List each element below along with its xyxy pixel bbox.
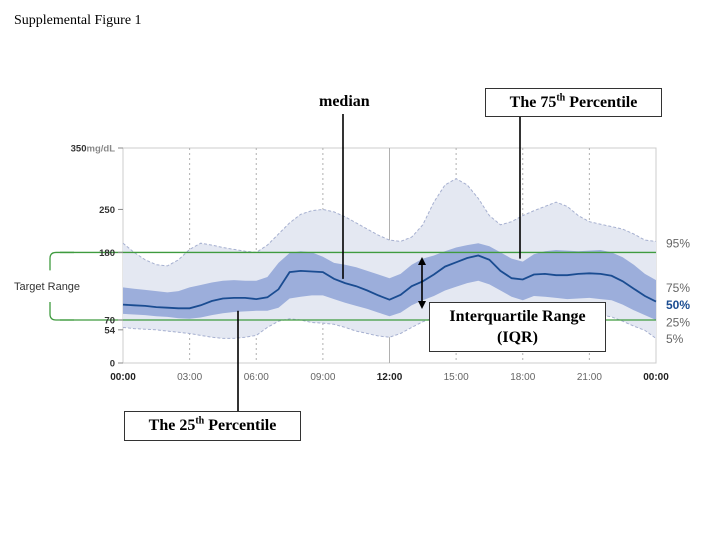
x-tick-label: 15:00	[444, 372, 469, 383]
y-tick-label: 54	[104, 325, 115, 336]
p75-callout: The 75th Percentile	[485, 88, 662, 117]
p75-rest: Percentile	[565, 94, 638, 111]
percentile-label: 50%	[666, 298, 690, 312]
band-25-75	[123, 243, 656, 320]
x-tick-label: 21:00	[577, 372, 602, 383]
iqr-line1: Interquartile Range	[449, 308, 586, 325]
iqr-callout: Interquartile Range (IQR)	[429, 302, 606, 352]
y-tick-label: 350mg/dL	[71, 144, 116, 155]
target-range-label: Target Range	[14, 281, 80, 293]
percentile-label: 75%	[666, 281, 690, 295]
percentile-label: 25%	[666, 315, 690, 329]
x-tick-label: 09:00	[310, 372, 335, 383]
band-layer	[122, 178, 657, 339]
median-label: median	[319, 93, 370, 110]
p75-sup: th	[556, 92, 566, 104]
y-tick-label: 0	[110, 359, 115, 370]
target-bracket	[49, 251, 74, 321]
p25-callout: The 25th Percentile	[124, 411, 301, 441]
p25-text: The 25	[148, 417, 196, 434]
y-tick-label: 70	[104, 316, 115, 327]
line-p95	[122, 178, 657, 267]
percentile-label: 5%	[666, 332, 684, 346]
x-tick-label: 00:00	[643, 372, 669, 383]
iqr-arrow-head-up	[418, 257, 426, 265]
iqr-arrow-head-down	[418, 301, 426, 309]
y-tick-label: 250	[99, 205, 115, 216]
p25-rest: Percentile	[204, 417, 277, 434]
x-tick-label: 06:00	[244, 372, 269, 383]
x-tick-label: 12:00	[377, 372, 403, 383]
x-tick-label: 03:00	[177, 372, 202, 383]
annotation-layer	[237, 114, 521, 411]
p75-text: The 75	[509, 94, 557, 111]
iqr-line2: (IQR)	[497, 329, 538, 346]
y-tick-label: 180	[99, 248, 115, 259]
x-tick-label: 18:00	[510, 372, 535, 383]
x-tick-label: 00:00	[110, 372, 136, 383]
percentile-label: 95%	[666, 237, 690, 251]
line-median	[122, 254, 657, 310]
p25-sup: th	[195, 415, 205, 427]
figure-title: Supplemental Figure 1	[14, 13, 142, 28]
